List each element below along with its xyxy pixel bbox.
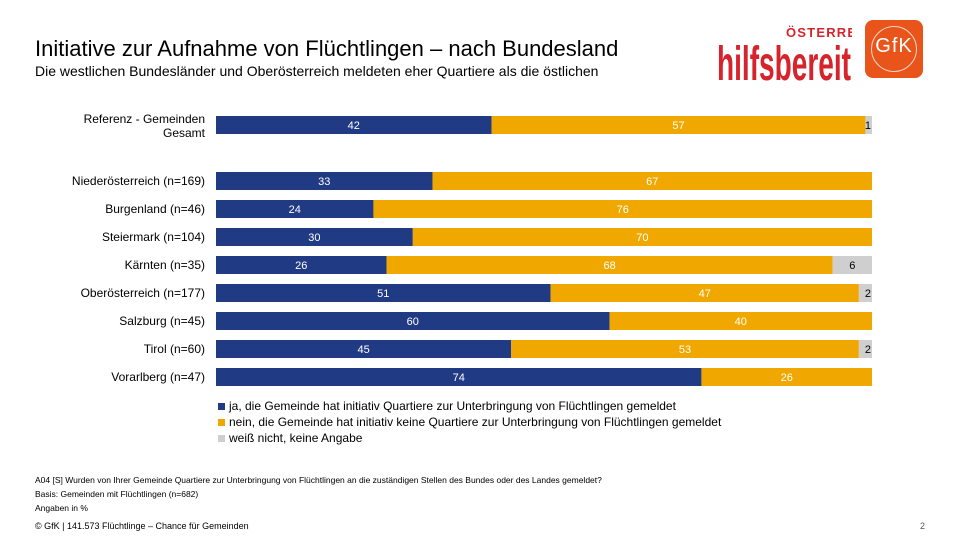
bar-segment xyxy=(216,312,610,330)
page-subtitle: Die westlichen Bundesländer und Oberöste… xyxy=(35,63,599,79)
bar-value-label: 42 xyxy=(348,120,360,132)
legend-label-ja: ja, die Gemeinde hat initiativ Quartiere… xyxy=(229,399,676,413)
hilfsbereit-logo-subtext: ÖSTERREICH xyxy=(786,25,852,40)
bar-segment xyxy=(216,340,512,358)
bar-segment xyxy=(858,284,872,302)
gfk-logo: GfK xyxy=(865,20,923,78)
footnote-unit: Angaben in % xyxy=(35,503,88,513)
page-title: Initiative zur Aufnahme von Flüchtlingen… xyxy=(35,36,619,61)
category-label: Kärnten (n=35) xyxy=(125,258,205,272)
bar-value-label: 40 xyxy=(735,316,747,328)
bar-value-label: 26 xyxy=(781,372,793,384)
bar-value-label: 67 xyxy=(646,176,658,188)
bar-segment xyxy=(511,340,859,358)
legend-item-weiss-nicht: weiß nicht, keine Angabe xyxy=(218,430,721,446)
category-label: Tirol (n=60) xyxy=(144,342,205,356)
bar-segment xyxy=(216,200,374,218)
bar-value-label: 70 xyxy=(636,232,648,244)
bar-value-label: 57 xyxy=(672,120,684,132)
bar-segment xyxy=(858,340,872,358)
legend-swatch-ja xyxy=(218,402,225,410)
legend-item-nein: nein, die Gemeinde hat initiativ keine Q… xyxy=(218,414,721,430)
bar-segment xyxy=(550,284,859,302)
chart-legend: ja, die Gemeinde hat initiativ Quartiere… xyxy=(218,398,721,446)
gfk-logo-text: GfK xyxy=(875,35,913,57)
bar-value-label: 68 xyxy=(603,260,615,272)
bar-value-label: 2 xyxy=(865,288,871,300)
bar-value-label: 45 xyxy=(357,344,369,356)
legend-label-weiss-nicht: weiß nicht, keine Angabe xyxy=(229,431,363,445)
bar-value-label: 26 xyxy=(295,260,307,272)
category-label: Oberösterreich (n=177) xyxy=(81,286,205,300)
category-label: Vorarlberg (n=47) xyxy=(111,370,205,384)
bar-segment xyxy=(432,172,872,190)
bar-segment xyxy=(216,256,387,274)
footnote-basis: Basis: Gemeinden mit Flüchtlingen (n=682… xyxy=(35,489,199,499)
bar-segment xyxy=(216,172,433,190)
bar-value-label: 74 xyxy=(453,372,465,384)
bar-value-label: 60 xyxy=(407,316,419,328)
bar-value-label: 24 xyxy=(289,204,301,216)
hilfsbereit-logo-text: hilfsbereit xyxy=(717,38,851,84)
legend-item-ja: ja, die Gemeinde hat initiativ Quartiere… xyxy=(218,398,721,414)
bar-value-label: 2 xyxy=(865,344,871,356)
bar-value-label: 47 xyxy=(699,288,711,300)
bar-value-label: 6 xyxy=(849,260,855,272)
bar-value-label: 76 xyxy=(617,204,629,216)
bar-value-label: 51 xyxy=(377,288,389,300)
legend-label-nein: nein, die Gemeinde hat initiativ keine Q… xyxy=(229,415,722,429)
bar-value-label: 1 xyxy=(865,120,871,132)
bar-segment xyxy=(373,200,872,218)
footnote-question: A04 [S] Wurden von Ihrer Gemeinde Quarti… xyxy=(35,475,602,485)
bar-value-label: 30 xyxy=(308,232,320,244)
category-label: Niederösterreich (n=169) xyxy=(72,174,205,188)
bar-segment xyxy=(216,116,492,134)
bar-segment xyxy=(412,228,872,246)
bar-segment xyxy=(865,116,872,134)
category-label: Referenz - Gemeinden Gesamt xyxy=(84,112,206,140)
bar-segment xyxy=(386,256,833,274)
bar-segment xyxy=(216,284,551,302)
bar-segment xyxy=(832,256,872,274)
category-label: Burgenland (n=46) xyxy=(105,202,205,216)
bar-segment xyxy=(216,228,413,246)
bar-value-label: 53 xyxy=(679,344,691,356)
stacked-bar-chart: Referenz - Gemeinden Gesamt 42 57 1 Niederöst… xyxy=(72,112,872,386)
footer-copyright: © GfK | 141.573 Flüchtlinge – Chance für… xyxy=(35,521,249,531)
legend-swatch-weiss-nicht xyxy=(218,434,225,442)
legend-swatch-nein xyxy=(218,418,225,426)
page-number: 2 xyxy=(919,521,925,531)
bar-segment xyxy=(609,312,872,330)
bar-value-label: 33 xyxy=(318,176,330,188)
category-label: Steiermark (n=104) xyxy=(102,230,205,244)
bar-segment xyxy=(216,368,702,386)
bar-segment xyxy=(491,116,866,134)
bar-segment xyxy=(701,368,872,386)
category-label: Salzburg (n=45) xyxy=(119,314,205,328)
hilfsbereit-logo: ÖSTERREICH hilfsbereit xyxy=(717,25,852,84)
